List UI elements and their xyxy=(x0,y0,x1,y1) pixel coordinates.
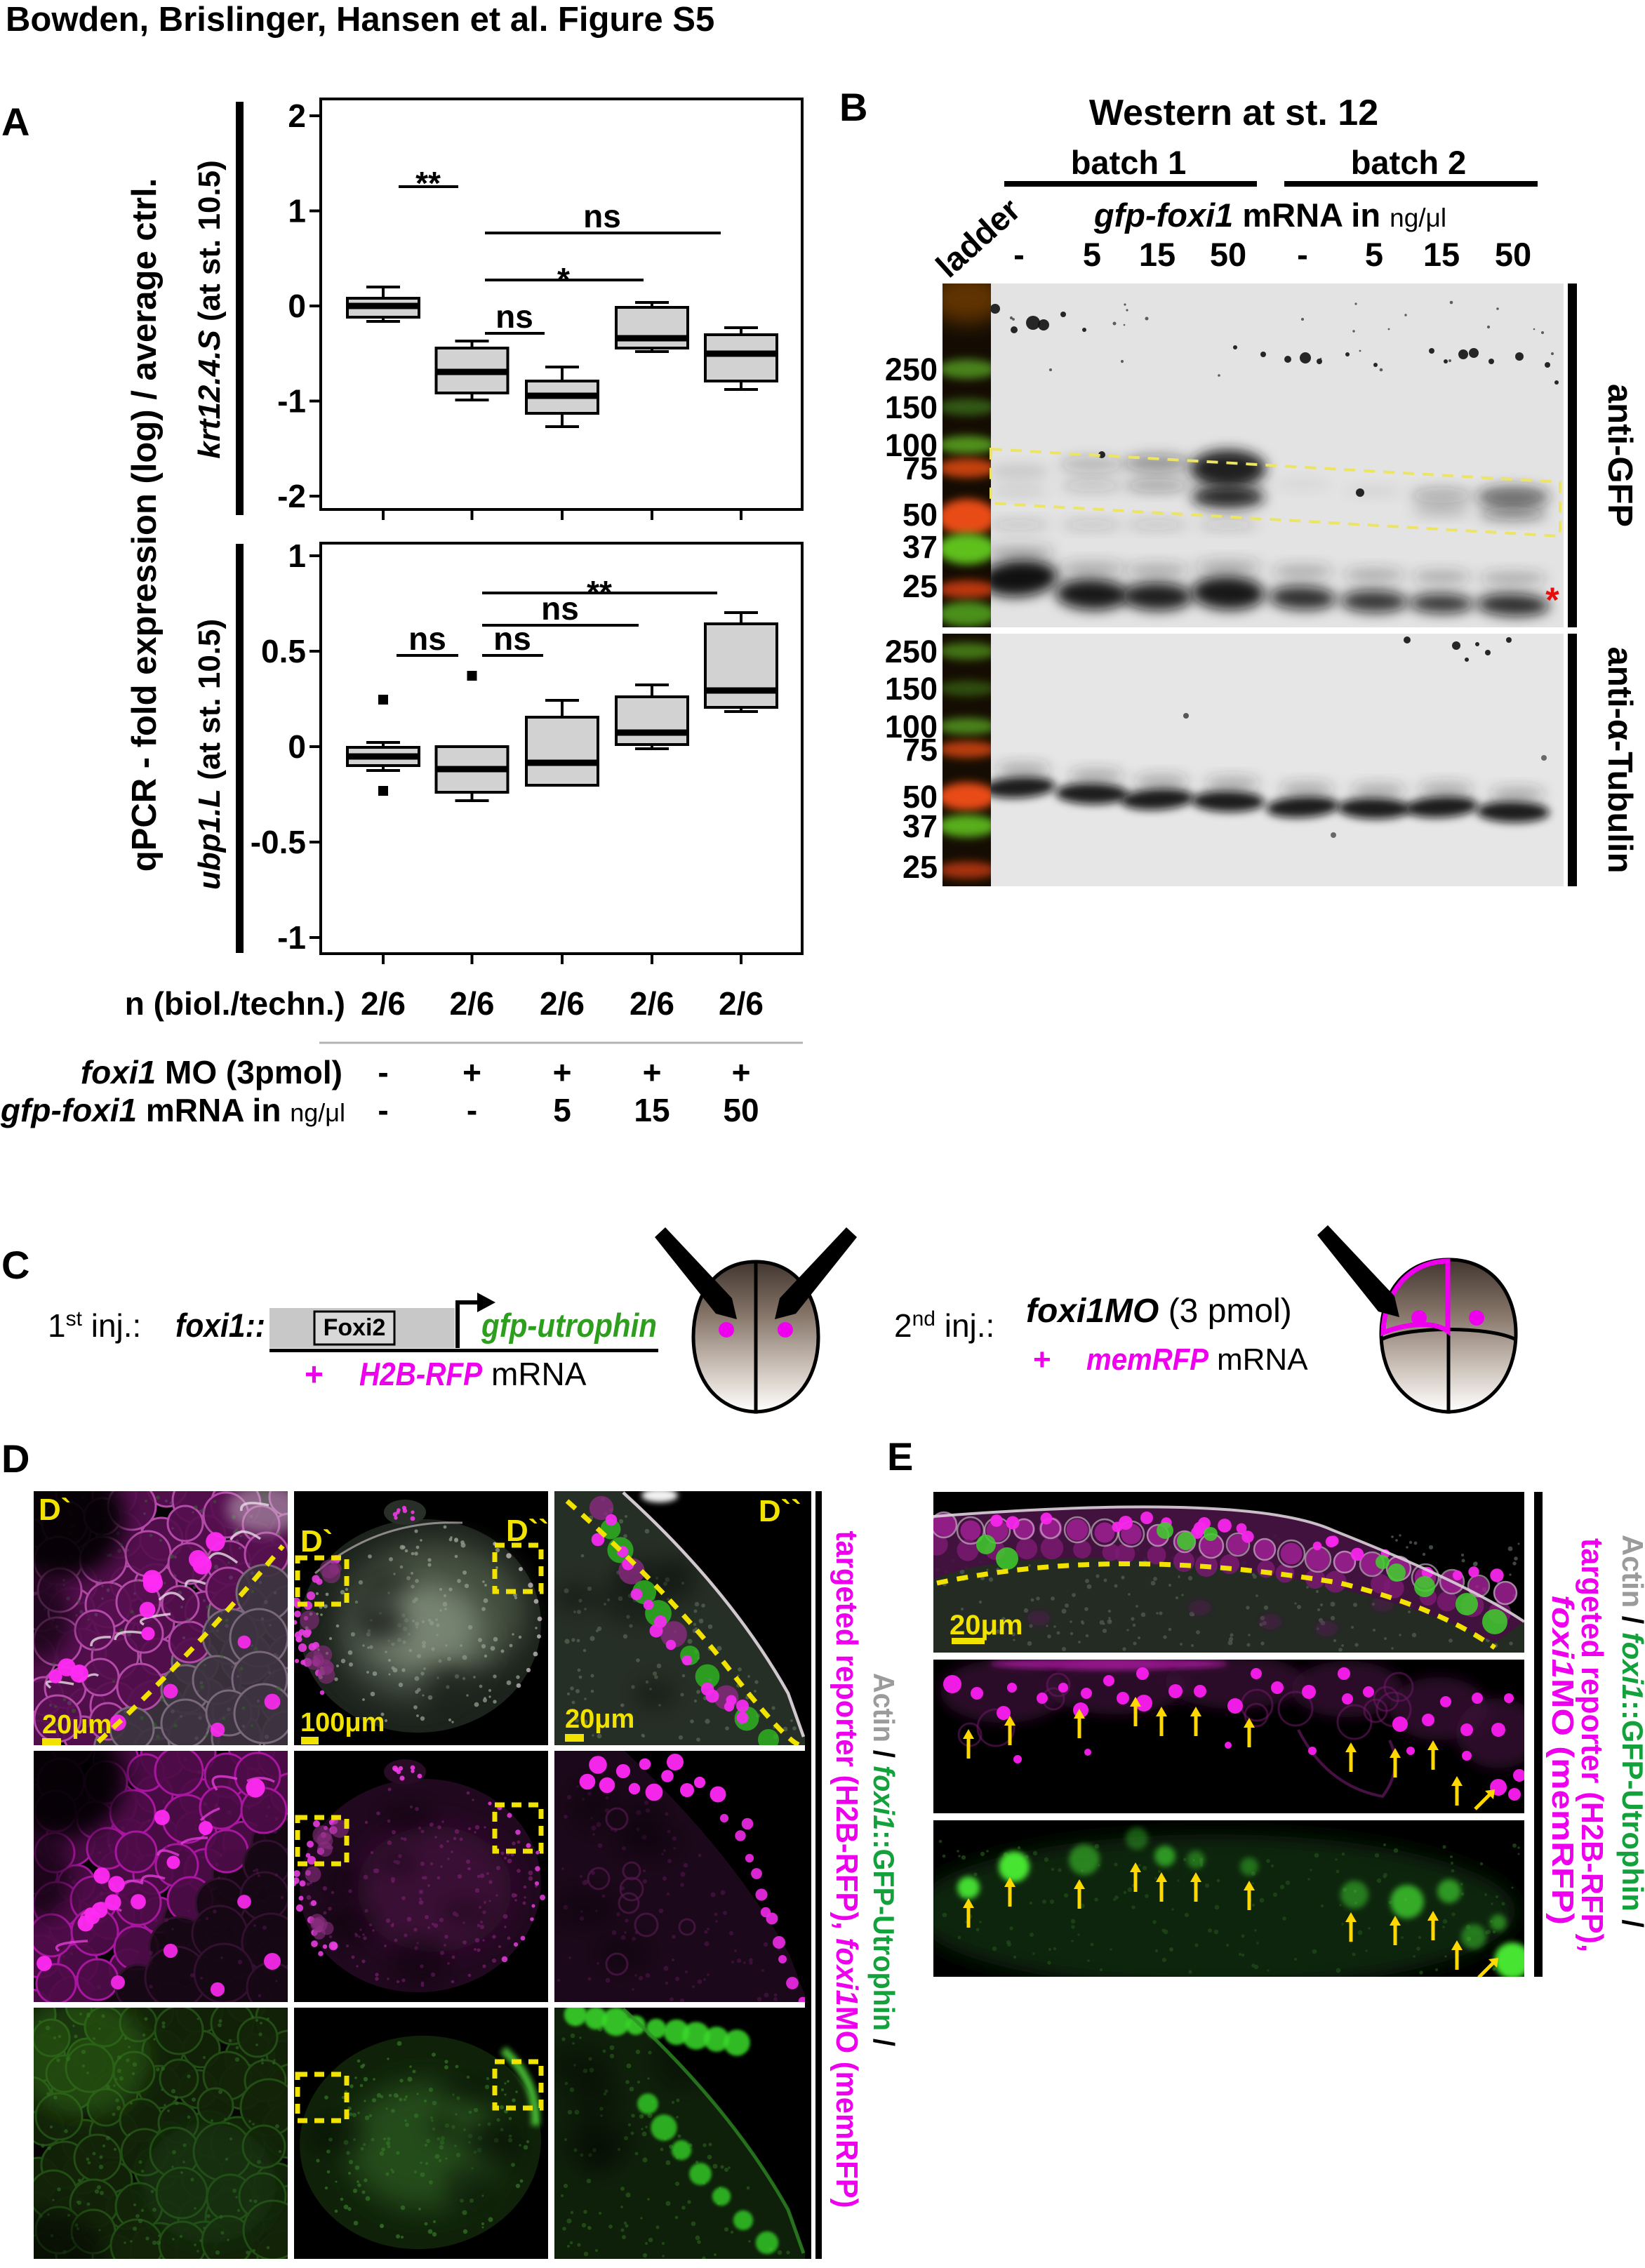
svg-text:**: ** xyxy=(415,165,441,201)
svg-text:anti-α-Tubulin: anti-α-Tubulin xyxy=(1601,646,1639,873)
svg-text:E: E xyxy=(887,1434,913,1479)
svg-text:batch 2: batch 2 xyxy=(1351,144,1467,181)
svg-text:Bowden, Brislinger, Hansen et: Bowden, Brislinger, Hansen et al. Figure… xyxy=(6,1,714,39)
svg-text:D``: D`` xyxy=(759,1494,801,1528)
svg-text:*: * xyxy=(1545,580,1559,620)
svg-text:2/6: 2/6 xyxy=(719,985,764,1022)
svg-text:targeted reporter (H2B-RFP), f: targeted reporter (H2B-RFP), foxi1MO (me… xyxy=(830,1531,864,2208)
svg-text:B: B xyxy=(839,85,867,129)
svg-text:5: 5 xyxy=(1083,236,1101,273)
svg-text:+: + xyxy=(732,1054,751,1090)
svg-text:2nd inj.:: 2nd inj.: xyxy=(894,1307,994,1344)
svg-text:Western at st. 12: Western at st. 12 xyxy=(1089,93,1378,133)
svg-text:D`: D` xyxy=(39,1493,71,1527)
svg-text:gfp-utrophin: gfp-utrophin xyxy=(481,1307,657,1344)
svg-text:+: + xyxy=(1033,1342,1051,1377)
svg-text:150: 150 xyxy=(885,389,938,425)
svg-text:D`: D` xyxy=(300,1524,333,1559)
svg-text:ubp1.L (at st. 10.5): ubp1.L (at st. 10.5) xyxy=(192,619,227,890)
svg-text:Actin / foxi1::GFP-Utrophin /: Actin / foxi1::GFP-Utrophin / xyxy=(1616,1535,1645,1928)
svg-text:**: ** xyxy=(587,574,612,611)
svg-text:75: 75 xyxy=(903,732,938,768)
svg-text:+: + xyxy=(462,1054,481,1090)
svg-text:n (biol./techn.): n (biol./techn.) xyxy=(125,985,345,1022)
svg-text:gfp-foxi1 mRNA in ng/μl: gfp-foxi1 mRNA in ng/μl xyxy=(0,1092,345,1128)
svg-text:qPCR - fold expression (log) /: qPCR - fold expression (log) / average c… xyxy=(126,178,164,872)
svg-text:25: 25 xyxy=(903,849,938,885)
svg-text:20μm: 20μm xyxy=(565,1705,634,1734)
svg-text:250: 250 xyxy=(885,352,938,387)
svg-text:foxi1::: foxi1:: xyxy=(175,1307,265,1344)
svg-text:D``: D`` xyxy=(506,1514,549,1548)
svg-text:+: + xyxy=(643,1054,662,1090)
svg-text:*: * xyxy=(557,261,570,298)
svg-text:100: 100 xyxy=(885,709,938,745)
svg-text:gfp-foxi1 mRNA in ng/μl: gfp-foxi1 mRNA in ng/μl xyxy=(1093,196,1446,234)
svg-text:2: 2 xyxy=(288,98,306,134)
svg-text:C: C xyxy=(1,1243,29,1287)
svg-text:150: 150 xyxy=(885,671,938,707)
svg-text:15: 15 xyxy=(1423,236,1460,273)
svg-text:-: - xyxy=(378,1054,388,1090)
svg-text:1st inj.:: 1st inj.: xyxy=(48,1307,141,1344)
svg-text:1: 1 xyxy=(288,193,306,229)
svg-text:1: 1 xyxy=(288,538,306,574)
svg-text:memRFP: memRFP xyxy=(1086,1342,1209,1377)
svg-text:2/6: 2/6 xyxy=(361,985,406,1022)
svg-text:15: 15 xyxy=(1139,236,1176,273)
svg-text:+: + xyxy=(305,1356,324,1392)
svg-text:50: 50 xyxy=(1495,236,1531,273)
svg-text:Actin / foxi1::GFP-Utrophin /: Actin / foxi1::GFP-Utrophin / xyxy=(867,1673,900,2046)
svg-text:-: - xyxy=(378,1092,388,1128)
svg-text:-: - xyxy=(1013,236,1025,273)
svg-text:37: 37 xyxy=(903,529,938,565)
svg-text:5: 5 xyxy=(553,1092,571,1128)
svg-text:ns: ns xyxy=(495,298,533,335)
svg-text:15: 15 xyxy=(634,1092,670,1128)
svg-text:-2: -2 xyxy=(277,478,306,514)
svg-text:mRNA: mRNA xyxy=(491,1356,587,1392)
svg-text:25: 25 xyxy=(903,568,938,604)
svg-text:anti-GFP: anti-GFP xyxy=(1601,384,1639,527)
svg-text:-0.5: -0.5 xyxy=(251,824,306,860)
svg-text:ns: ns xyxy=(541,590,579,627)
svg-text:-: - xyxy=(467,1092,477,1128)
svg-text:5: 5 xyxy=(1365,236,1383,273)
svg-text:50: 50 xyxy=(723,1092,759,1128)
svg-text:20μm: 20μm xyxy=(950,1610,1023,1641)
svg-text:50: 50 xyxy=(1210,236,1246,273)
svg-text:0: 0 xyxy=(288,288,306,324)
svg-text:foxi1MO (3 pmol): foxi1MO (3 pmol) xyxy=(1026,1293,1292,1330)
svg-text:-1: -1 xyxy=(277,919,306,956)
svg-text:A: A xyxy=(1,100,29,144)
svg-text:foxi1MO (memRFP): foxi1MO (memRFP) xyxy=(1545,1595,1580,1925)
svg-text:-: - xyxy=(1297,236,1308,273)
svg-text:37: 37 xyxy=(903,808,938,844)
svg-text:0: 0 xyxy=(288,728,306,765)
svg-text:50: 50 xyxy=(903,497,938,533)
svg-text:2/6: 2/6 xyxy=(540,985,585,1022)
svg-text:100: 100 xyxy=(885,427,938,463)
svg-text:2/6: 2/6 xyxy=(630,985,674,1022)
svg-text:50: 50 xyxy=(903,779,938,815)
svg-text:H2B-RFP: H2B-RFP xyxy=(359,1356,482,1392)
svg-text:2/6: 2/6 xyxy=(450,985,495,1022)
svg-text:100μm: 100μm xyxy=(300,1708,385,1737)
svg-text:foxi1 MO (3pmol): foxi1 MO (3pmol) xyxy=(81,1054,342,1090)
svg-text:+: + xyxy=(553,1054,572,1090)
svg-text:20μm: 20μm xyxy=(42,1710,112,1740)
svg-text:D: D xyxy=(1,1436,29,1481)
svg-text:ns: ns xyxy=(583,198,621,234)
svg-text:75: 75 xyxy=(903,451,938,486)
svg-text:250: 250 xyxy=(885,634,938,669)
svg-text:0.5: 0.5 xyxy=(261,633,306,669)
svg-text:-1: -1 xyxy=(277,383,306,420)
svg-text:Foxi2: Foxi2 xyxy=(324,1314,386,1341)
svg-text:mRNA: mRNA xyxy=(1217,1342,1308,1377)
svg-text:batch 1: batch 1 xyxy=(1071,144,1187,181)
svg-text:ns: ns xyxy=(408,620,446,657)
svg-text:krt12.4.S (at st. 10.5): krt12.4.S (at st. 10.5) xyxy=(192,160,227,459)
svg-text:targeted reporter (H2B-RFP),: targeted reporter (H2B-RFP), xyxy=(1575,1538,1609,1952)
